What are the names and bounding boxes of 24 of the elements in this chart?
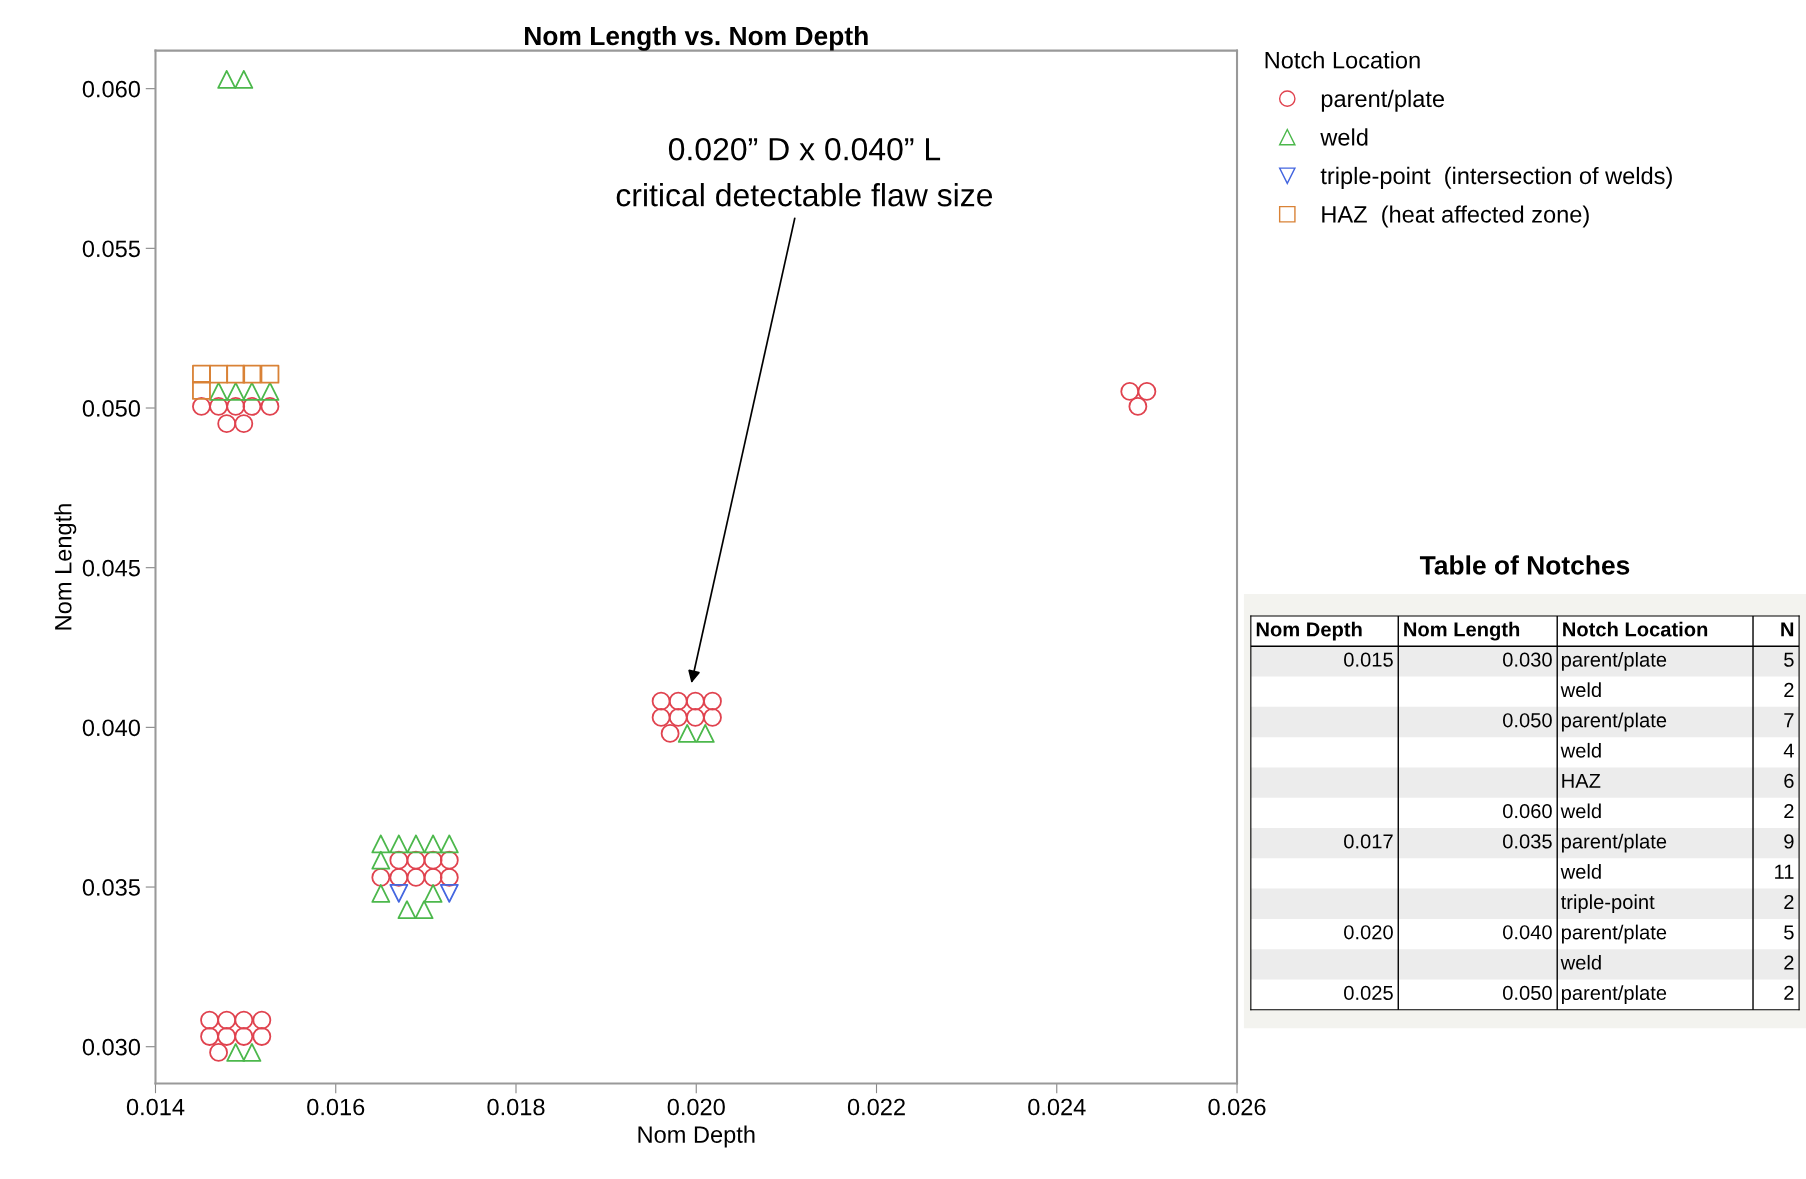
x-tick-label: 0.022 — [847, 1098, 905, 1116]
legend-label: triple-point (intersection of welds) — [1320, 166, 1672, 189]
legend-label: HAZ (heat affected zone) — [1322, 205, 1589, 228]
y-tick-label: 0.060 — [82, 80, 140, 98]
y-tick-label: 0.045 — [82, 559, 140, 577]
x-tick-label: 0.020 — [667, 1098, 725, 1116]
x-tick-label: 0.024 — [1028, 1098, 1086, 1116]
y-tick-label: 0.050 — [82, 400, 140, 417]
y-tick-label: 0.030 — [82, 1038, 140, 1056]
y-tick-label: 0.055 — [82, 240, 140, 258]
chart-title: Nom Length vs. Nom Depth — [525, 25, 868, 51]
x-tick-label: 0.026 — [1208, 1098, 1266, 1116]
annotation: 0.020” D x 0.040” L critical detectable flaw size — [616, 137, 993, 207]
legend-label: parent/plate — [1321, 89, 1444, 112]
legend-label: weld — [1320, 128, 1368, 146]
legend-title: Notch Location — [1265, 51, 1420, 69]
x-tick-label: 0.016 — [307, 1098, 365, 1116]
x-tick-label: 0.018 — [487, 1098, 545, 1116]
y-tick-label: 0.040 — [82, 719, 140, 737]
y-axis-title: Nom Length — [54, 504, 77, 630]
y-tick-label: 0.035 — [82, 879, 140, 896]
x-axis-title: Nom Depth — [638, 1125, 755, 1148]
text: Table of Notches — [1419, 555, 1630, 575]
x-tick-label: 0.014 — [126, 1098, 185, 1116]
